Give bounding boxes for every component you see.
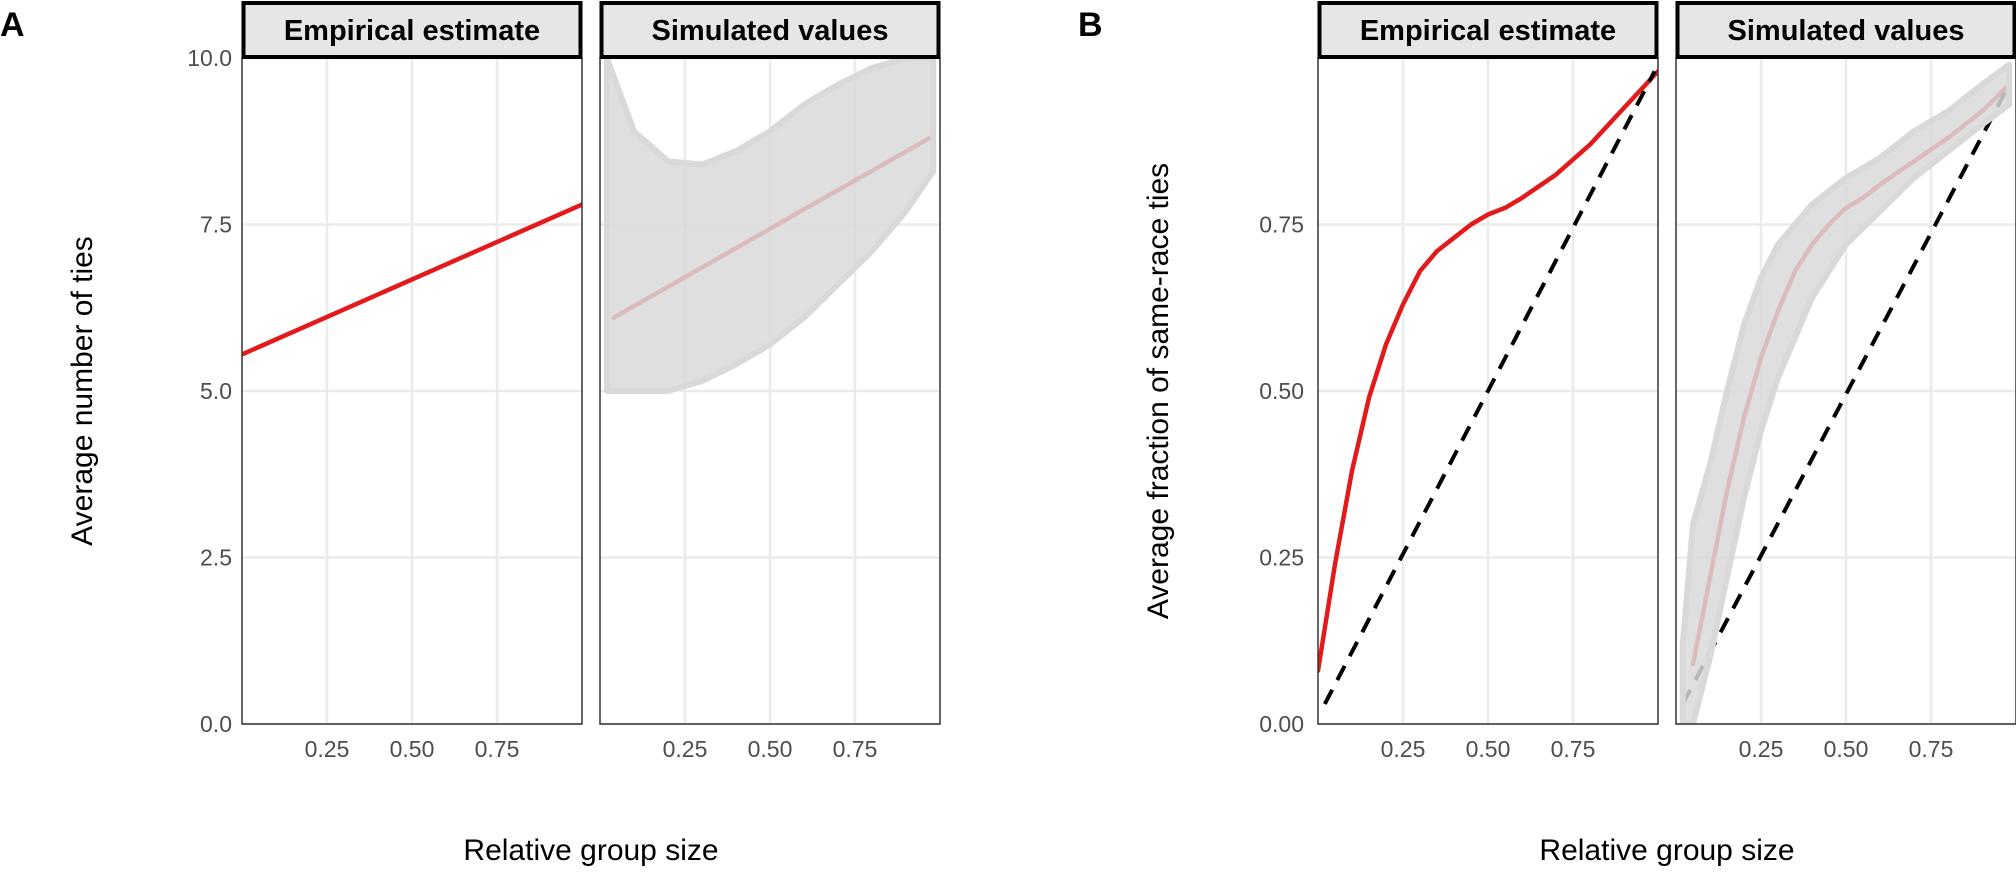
plot-area [603,58,937,394]
panel-label-a: A [0,6,25,44]
facet-strip [1317,1,1659,59]
y-tick-label: 2.5 [200,545,232,571]
facet-strip [1675,1,2016,59]
facet-panel: Empirical estimate 0.25 0.50 0.75 [1317,1,1659,762]
x-tick-label: 0.25 [1739,736,1784,762]
y-tick-label: 0.50 [1259,378,1304,404]
reference-diagonal-line [1681,83,2011,705]
y-tick-label: 10.0 [187,45,232,71]
x-tick-label: 0.75 [1909,736,1954,762]
x-tick-label: 0.50 [748,736,793,762]
facet-strip-label: Empirical estimate [284,15,540,47]
y-axis-label: Average number of ties [66,236,99,546]
plot-area [242,202,582,357]
facet-strip-label: Empirical estimate [1360,15,1616,47]
y-tick-label: 0.75 [1259,212,1304,238]
x-tick-label: 0.75 [833,736,878,762]
y-tick-label: 0.00 [1259,711,1304,737]
y-tick-label: 5.0 [200,378,232,404]
facet-panel: Simulated values 0.25 0.50 0.75 [599,1,941,762]
fitted-red-line [1318,69,1658,673]
x-tick-label: 0.50 [390,736,435,762]
x-tick-label: 0.75 [475,736,520,762]
x-tick-label: 0.25 [1381,736,1426,762]
facet-panel: Empirical estimate 0.25 0.50 0.75 [241,1,583,762]
plot-area [1318,69,1658,705]
y-tick-label: 0.25 [1259,545,1304,571]
x-axis-label: Relative group size [463,834,718,867]
x-tick-label: 0.50 [1466,736,1511,762]
simulated-point-cloud [603,58,937,394]
facet-strip-label: Simulated values [652,15,889,47]
panel-label-b: B [1078,6,1103,44]
facet-strip [599,1,941,59]
y-tick-label: 7.5 [200,212,232,238]
fitted-red-line [242,202,582,357]
facet-panel: Simulated values 0.25 0.50 0.75 [1675,1,2016,762]
chart-b: B Average fraction of same-race ties Relat… [1078,1,2016,867]
chart-a: A Average number of ties Relative group si… [0,1,941,867]
facet-strip [241,1,583,59]
simulated-point-cloud [1679,61,2013,724]
x-tick-label: 0.75 [1551,736,1596,762]
x-tick-label: 0.25 [305,736,350,762]
x-axis-label: Relative group size [1539,834,1794,867]
plot-area [1679,61,2013,724]
y-tick-label: 0.0 [200,711,232,737]
y-axis-label: Average fraction of same-race ties [1142,163,1175,619]
reference-diagonal-line [1323,70,1657,705]
x-tick-label: 0.50 [1824,736,1869,762]
x-tick-label: 0.25 [663,736,708,762]
facet-strip-label: Simulated values [1728,15,1965,47]
